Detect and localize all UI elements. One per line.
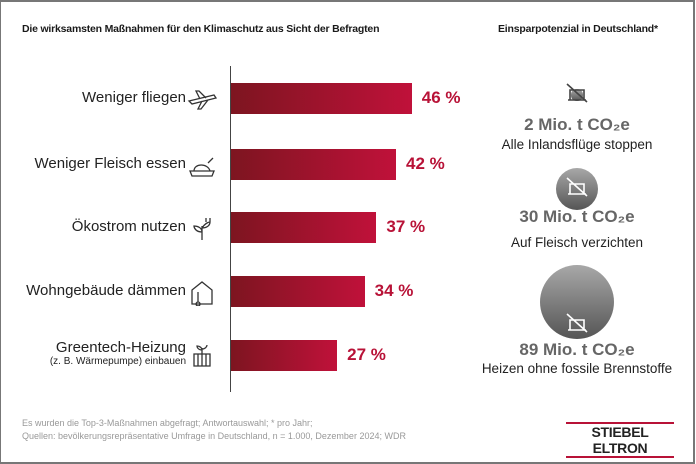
savings-title: Einsparpotenzial in Deutschland* [498,23,658,35]
category-name: Ökostrom nutzen [71,218,186,235]
category-name: Wohngebäude dämmen [26,282,186,299]
savings-label: Alle Inlandsflüge stoppen [501,137,653,152]
savings-label: Auf Fleisch verzichten [510,235,644,250]
category-label: Weniger Fleisch essen [35,155,186,172]
bar [231,212,377,243]
bar [231,340,338,371]
category-sublabel: (z. B. Wärmepumpe) einbauen [49,356,186,367]
chart-title: Die wirksamsten Maßnahmen für den Klimas… [22,23,380,35]
y-axis-line [230,66,231,392]
data-label: 27 % [347,345,386,364]
data-label: 37 % [386,217,426,236]
bar [231,83,412,114]
savings-amount: 2 Mio. t CO₂e [524,115,630,134]
category-name: Weniger fliegen [82,89,186,106]
plant-plug-icon [186,214,218,242]
savings-circle [540,265,614,339]
savings-amount: 89 Mio. t CO₂e [519,340,635,359]
savings-label: Heizen ohne fossile Brennstoffe [481,361,673,376]
heat-pump-icon [186,342,218,370]
data-label: 46 % [421,88,461,107]
savings-amount: 30 Mio. t CO₂e [519,207,635,226]
crossed-airplane-icon [564,82,590,104]
category-name: Greentech-Heizung [55,339,186,356]
category-label: Weniger fliegen [82,89,186,106]
bar [231,276,365,307]
category-name: Weniger Fleisch essen [34,155,186,172]
category-label: Wohngebäude dämmen [26,282,186,299]
category-label: Greentech-Heizung (z. B. Wärmepumpe) einb… [50,339,186,367]
roast-chicken-icon [186,151,218,179]
stiebel-eltron-logo: STIEBEL ELTRON [566,422,674,458]
data-label: 42 % [406,154,445,173]
category-label: Ökostrom nutzen [72,218,186,235]
bar [231,149,397,180]
insulated-house-icon [186,278,218,307]
crossed-coal-icon [564,312,590,334]
footnote-1: Es wurden die Top-3-Maßnahmen abgefragt;… [22,418,313,428]
footnote-2: Quellen: bevölkerungsrepräsentative Umfr… [22,431,406,441]
airplane-icon [186,85,218,113]
data-label: 34 % [374,281,414,300]
crossed-chicken-icon [564,176,590,198]
savings-circle [555,167,599,211]
savings-circle [571,89,583,101]
